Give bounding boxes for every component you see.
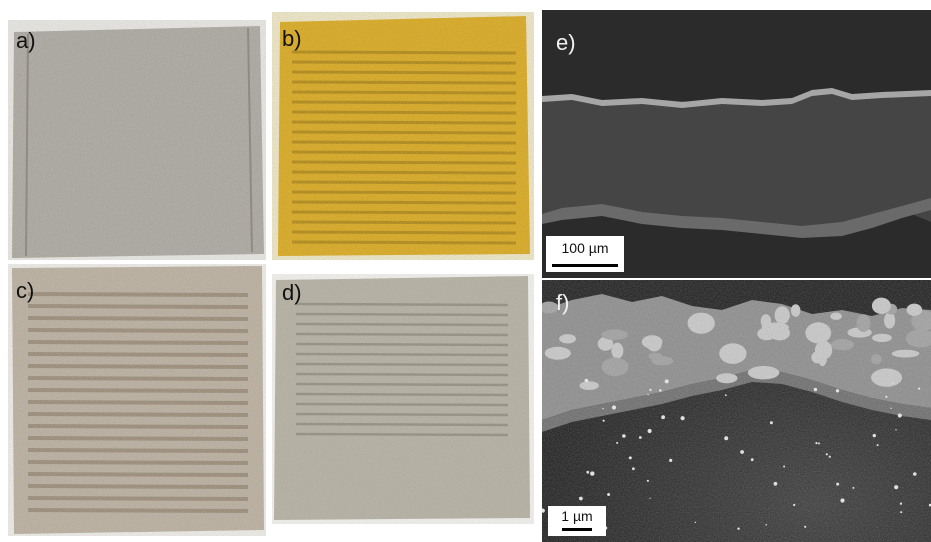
panel-label-e: e) xyxy=(556,30,576,55)
scale-bar-line xyxy=(552,264,618,267)
coated-plate-c-image xyxy=(8,264,266,536)
sem-particles-image xyxy=(542,280,931,542)
panel-label-a: a) xyxy=(16,28,36,53)
panel-label-c: c) xyxy=(16,278,35,303)
panel-label-f: f) xyxy=(556,290,570,315)
scale-bar-label: 100 µm xyxy=(561,240,609,256)
scale-bar-100um: 100 µm xyxy=(546,236,624,272)
coated-plate-b-image xyxy=(272,12,534,260)
coated-plate-a-image xyxy=(8,20,266,260)
panel-label-b: b) xyxy=(282,26,302,51)
coated-plate-d-image xyxy=(272,274,534,524)
scale-bar-1um: 1 µm xyxy=(548,506,606,536)
photo-panel-b: b) xyxy=(272,12,534,260)
photo-panel-d: d) xyxy=(272,274,534,524)
sem-panel-e: e) 100 µm xyxy=(542,10,931,278)
photo-panel-c: c) xyxy=(8,264,266,536)
panel-label-d: d) xyxy=(282,280,302,305)
sem-panel-f: f) 1 µm xyxy=(542,280,931,542)
photo-panel-a: a) xyxy=(8,20,266,260)
scale-bar-line-f xyxy=(562,528,592,531)
scale-bar-label-f: 1 µm xyxy=(561,508,593,524)
sem-cross-section-image xyxy=(542,10,931,278)
